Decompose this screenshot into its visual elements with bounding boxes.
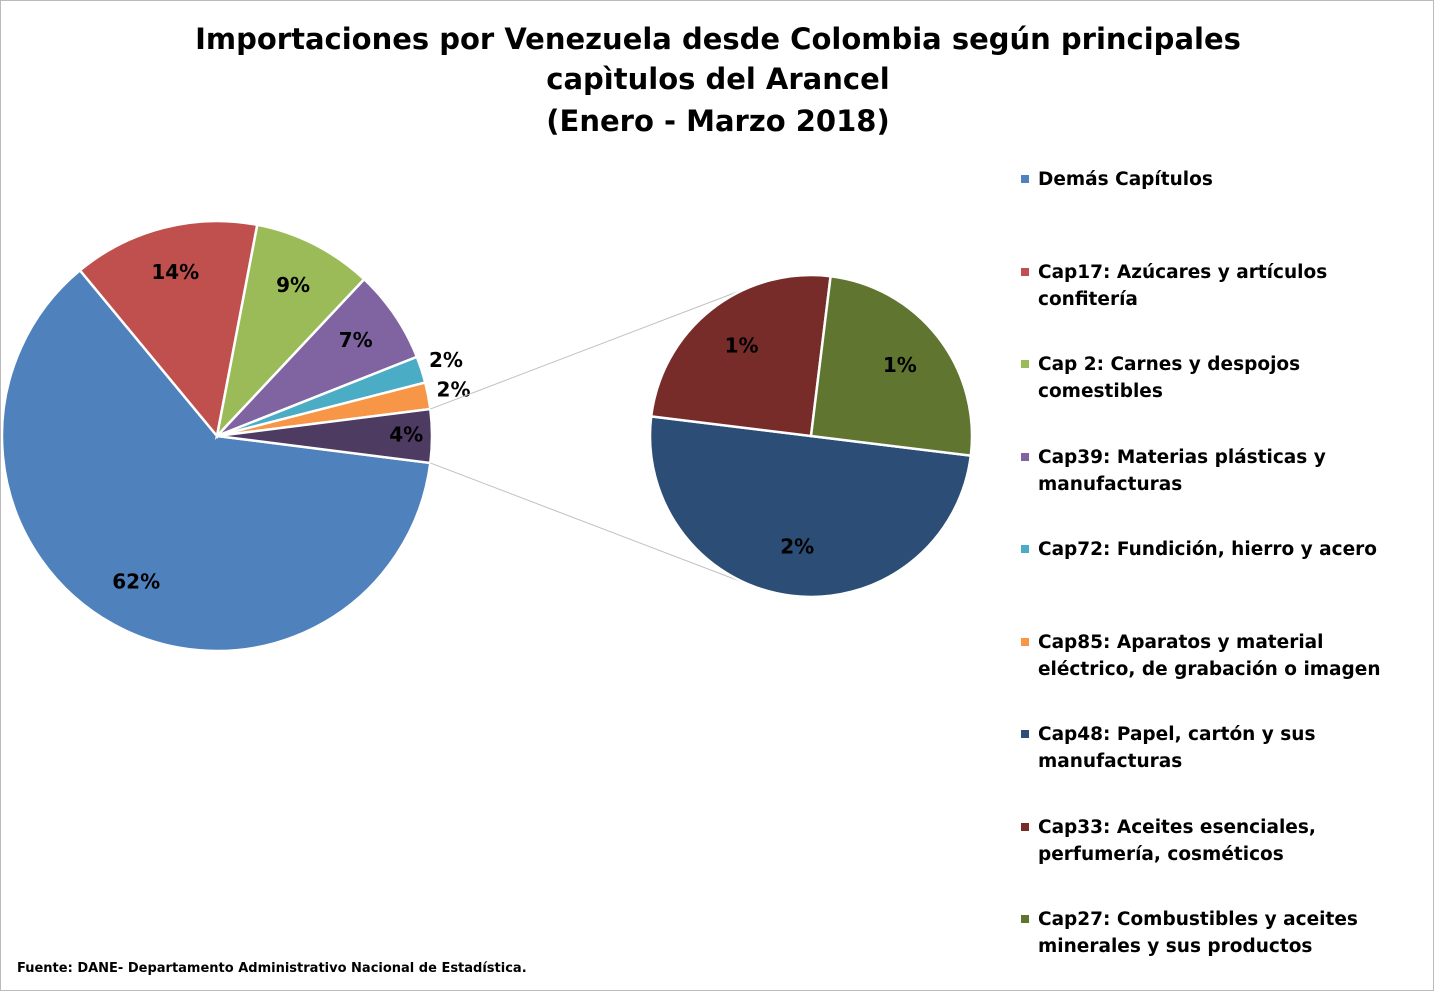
legend-label: Cap 2: Carnes y despojos comestibles (1038, 354, 1301, 402)
legend-item: Cap 2: Carnes y despojos comestibles (1021, 351, 1411, 405)
chart-title: Importaciones por Venezuela desde Colomb… (195, 22, 1241, 56)
legend-marker (1021, 822, 1029, 831)
legend-marker (1021, 637, 1029, 646)
chart-title: (Enero - Marzo 2018) (546, 104, 889, 138)
legend-label: Cap17: Azúcares y artículos confitería (1038, 261, 1328, 310)
data-label: 7% (339, 328, 373, 352)
legend-marker (1021, 267, 1029, 276)
connector-line (430, 286, 751, 410)
pie-slice (809, 274, 974, 458)
data-label: 62% (112, 569, 160, 593)
legend-label: Demás Capítulos (1038, 169, 1213, 190)
legend-label: Cap39: Materias plásticas y manufacturas (1038, 446, 1326, 495)
source-note: Fuente: DANE- Departamento Administrativ… (17, 961, 527, 976)
legend-marker (1021, 452, 1029, 461)
legend-marker (1021, 360, 1029, 368)
legend-marker (1021, 175, 1029, 183)
legend-item: Cap17: Azúcares y artículos confitería (1021, 259, 1411, 313)
legend-marker (1021, 915, 1029, 923)
data-label: 14% (151, 260, 199, 284)
legend-item: Cap72: Fundición, hierro y acero (1021, 536, 1411, 563)
data-label: 1% (883, 353, 917, 377)
legend-item: Cap85: Aparatos y material eléctrico, de… (1021, 629, 1411, 683)
data-label: 1% (725, 334, 759, 358)
legend-item: Cap39: Materias plásticas y manufacturas (1021, 444, 1411, 498)
data-label: 2% (780, 534, 814, 558)
chart-title: capìtulos del Arancel (546, 62, 889, 96)
legend-item: Demás Capítulos (1021, 166, 1411, 193)
legend-label: Cap72: Fundición, hierro y acero (1038, 539, 1377, 560)
pie-slice (649, 273, 833, 438)
pie-slice (216, 407, 434, 465)
data-label: 4% (389, 423, 423, 447)
legend-label: Cap27: Combustibles y aceites minerales … (1038, 909, 1358, 957)
legend-label: Cap48: Papel, cartón y sus manufacturas (1038, 724, 1316, 772)
data-label: 2% (429, 348, 463, 372)
pie-slice (648, 414, 973, 599)
data-label: 9% (276, 273, 310, 297)
legend-item: Cap33: Aceites esenciales, perfumería, c… (1021, 814, 1411, 868)
legend-label: Cap85: Aparatos y material eléctrico, de… (1038, 631, 1381, 680)
legend-marker (1021, 730, 1029, 738)
legend-item: Cap27: Combustibles y aceites minerales … (1021, 906, 1411, 960)
legend-marker (1021, 545, 1029, 553)
legend-item: Cap48: Papel, cartón y sus manufacturas (1021, 721, 1411, 775)
data-label: 2% (437, 377, 471, 401)
pie-slice (1, 268, 432, 653)
pie-slice (78, 219, 259, 439)
pie-slice (214, 223, 366, 440)
connector-line (430, 462, 751, 586)
legend-label: Cap33: Aceites esenciales, perfumería, c… (1038, 816, 1316, 865)
